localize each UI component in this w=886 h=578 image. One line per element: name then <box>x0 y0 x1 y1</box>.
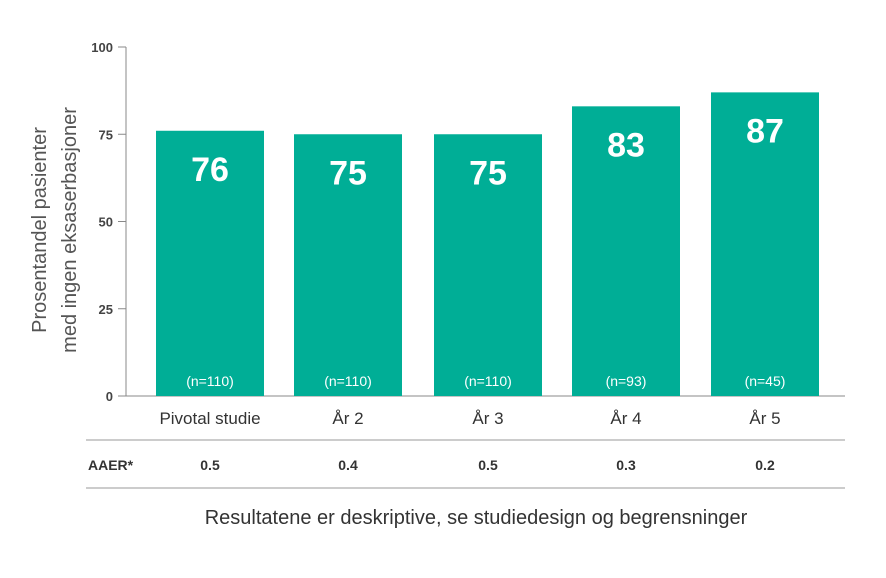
bar <box>294 134 402 396</box>
x-category-label: År 4 <box>610 409 641 428</box>
bar-n-label: (n=110) <box>186 373 234 389</box>
footer-note: Resultatene er deskriptive, se studiedes… <box>205 507 748 529</box>
x-category-label: År 5 <box>749 409 780 428</box>
aer-value: 0.5 <box>478 457 498 473</box>
y-axis-label-line-2: med ingen eksaserbasjoner <box>59 107 81 353</box>
bar-value-label: 75 <box>329 154 367 192</box>
y-tick-label: 50 <box>99 215 113 230</box>
bar <box>434 134 542 396</box>
aer-value: 0.2 <box>755 457 775 473</box>
bar-value-label: 75 <box>469 154 507 192</box>
bar <box>711 92 819 397</box>
bar-value-label: 87 <box>746 112 784 150</box>
bar-value-label: 83 <box>607 126 645 164</box>
x-category-label: År 2 <box>332 409 363 428</box>
bar-n-label: (n=110) <box>324 373 372 389</box>
bar-n-label: (n=45) <box>745 373 786 389</box>
bar-value-label: 76 <box>191 151 229 189</box>
bar-n-label: (n=110) <box>464 373 512 389</box>
x-category-label: År 3 <box>472 409 503 428</box>
aer-value: 0.4 <box>338 457 358 473</box>
y-tick-label: 0 <box>106 389 113 404</box>
y-axis-label-line-1: Prosentandel pasienter <box>29 127 51 333</box>
x-category-label: Pivotal studie <box>159 409 260 428</box>
bar <box>572 106 680 396</box>
aer-value: 0.5 <box>200 457 220 473</box>
y-tick-label: 100 <box>91 40 113 55</box>
y-tick-label: 75 <box>99 127 113 142</box>
bar-n-label: (n=93) <box>606 373 647 389</box>
aer-row-label: AAER* <box>88 457 134 473</box>
y-tick-label: 25 <box>99 302 113 317</box>
bar <box>156 130 264 396</box>
aer-value: 0.3 <box>616 457 636 473</box>
